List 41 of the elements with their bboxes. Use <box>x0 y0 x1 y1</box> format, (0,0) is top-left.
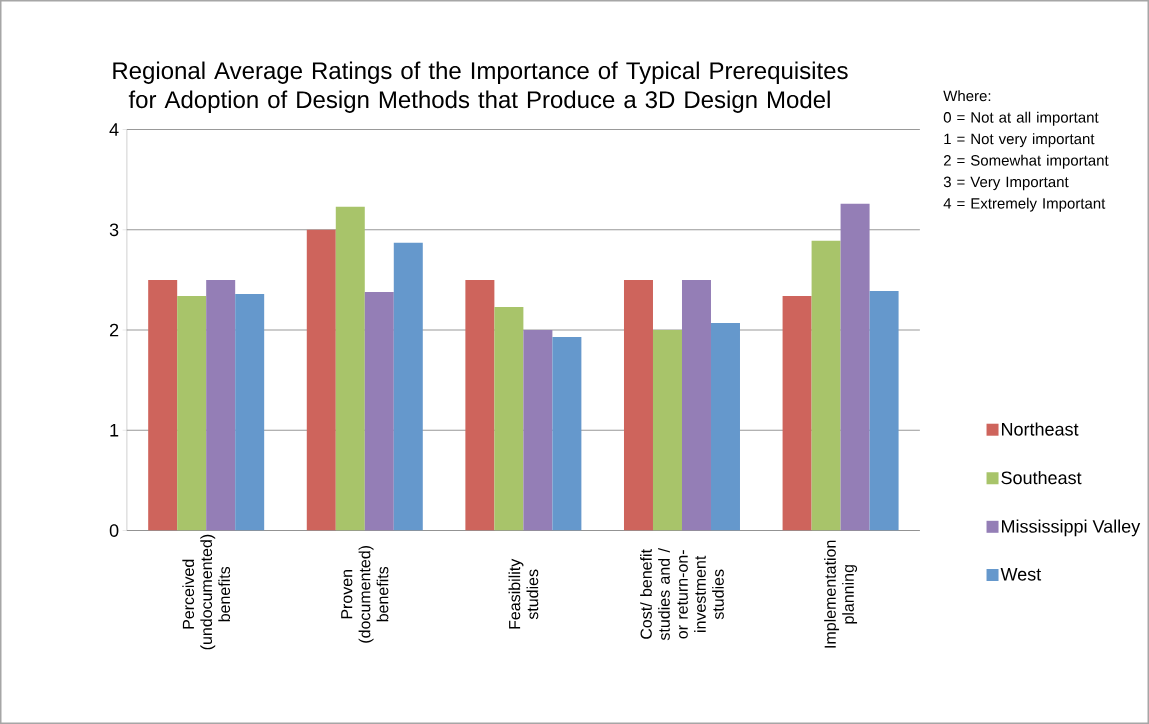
text: 4 = Extremely Important <box>943 197 1106 212</box>
x-tick-label: Feasibility studies <box>508 558 539 629</box>
bar <box>364 291 394 531</box>
bar <box>710 323 740 531</box>
legend-label: Northeast <box>1002 422 1079 436</box>
text: Where: <box>943 90 991 102</box>
text: 1 = Not very important <box>944 133 1095 148</box>
y-tick-label: 3 <box>109 223 119 237</box>
bar <box>206 279 236 531</box>
bar <box>235 293 265 531</box>
bar <box>393 242 423 531</box>
bar <box>148 279 178 531</box>
x-tick-label: Implementation planning <box>824 540 858 648</box>
text: 2 = Somewhat important <box>943 154 1109 169</box>
bar <box>811 240 841 531</box>
bar <box>652 330 682 531</box>
x-tick-label: Proven (documented) benefits <box>341 545 389 643</box>
text: 0 = Not at all important <box>943 111 1099 126</box>
bar <box>782 295 812 531</box>
bar <box>177 295 207 531</box>
bar <box>869 290 899 531</box>
legend-label: Mississippi Valley <box>1002 519 1141 537</box>
bar <box>681 279 711 531</box>
y-tick-label: 0 <box>109 524 119 537</box>
bar <box>494 306 524 531</box>
x-tick-label: Perceived (undocumented) benefits <box>182 534 231 650</box>
bar <box>552 337 582 531</box>
legend-label: West <box>1000 568 1042 581</box>
bar <box>306 229 336 531</box>
bar <box>840 203 870 531</box>
bar <box>335 206 365 531</box>
text: 3 = Very Important <box>943 176 1069 191</box>
chart-title: Regional Average Ratings of the Importance of Typical Prerequisites for Adoption of Design Methods that Produce a 3D Design Model <box>113 61 848 113</box>
bar <box>623 279 653 531</box>
legend-label: Southeast <box>1001 470 1082 485</box>
y-tick-label: 2 <box>109 323 119 337</box>
bar <box>523 330 553 531</box>
y-tick-label: 1 <box>110 424 119 437</box>
bar <box>465 279 495 531</box>
x-tick-label: Cost/ benefit studies and / or return-on-investment studies <box>640 548 724 641</box>
y-tick-label: 4 <box>109 123 119 136</box>
